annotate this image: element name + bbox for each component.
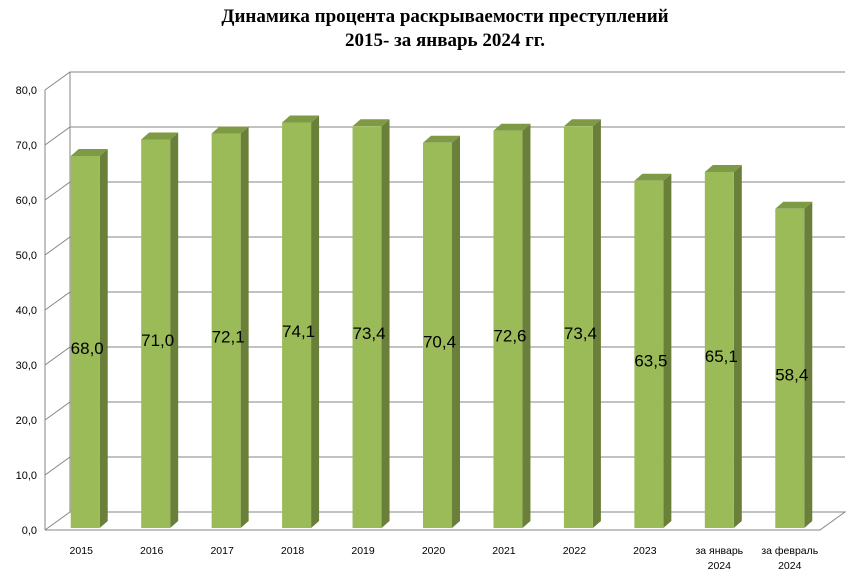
bar-front [634, 180, 664, 528]
data-label: 63,5 [634, 351, 667, 370]
bar [775, 201, 813, 529]
x-tick-label: 2023 [633, 545, 657, 557]
data-label: 72,6 [493, 326, 526, 345]
bar [563, 119, 601, 529]
bar [282, 115, 320, 528]
bar-front [141, 139, 171, 528]
bar-top [704, 164, 742, 172]
bar-front [70, 156, 100, 528]
bar-side [592, 119, 601, 529]
bar-front [352, 126, 382, 529]
bar-front [563, 126, 593, 529]
category-labels: 2015 2016 2017 2018 2019 2020 2021 2022 2023 за я… [70, 545, 819, 572]
bar-side [311, 115, 320, 528]
bar-side [522, 123, 531, 528]
bar-top [282, 115, 320, 123]
x-tick-label: 2016 [140, 545, 164, 557]
bar [493, 123, 531, 528]
chart-title-line-2: 2015- за январь 2024 гг. [345, 30, 545, 51]
data-labels: 68,0 71,0 72,1 74,1 73,4 70,4 72,6 73,4 63,5 65,1… [71, 322, 809, 384]
bar-front [423, 142, 452, 529]
chart-title-line-1: Динамика процента раскрываемости преступ… [221, 6, 668, 27]
bar-top [493, 123, 531, 131]
y-tick-label: 60,0 [16, 195, 37, 207]
x-tick-label: за февраль [761, 545, 818, 557]
y-tick-label: 30,0 [16, 360, 37, 372]
bar-front [282, 122, 312, 528]
bar-top [634, 173, 672, 181]
bar-top [563, 119, 601, 127]
bar-side [733, 164, 742, 528]
bar-top [141, 132, 179, 140]
axes [44, 72, 71, 530]
floor-edge [44, 511, 847, 531]
data-label: 70,4 [423, 332, 456, 351]
bar-side [452, 135, 460, 529]
data-label: 71,0 [141, 331, 174, 350]
x-tick-label: 2015 [70, 545, 94, 557]
data-label: 74,1 [282, 322, 315, 341]
bar-front [704, 171, 734, 528]
bar [634, 173, 672, 528]
data-label: 73,4 [352, 324, 385, 343]
y-tick-label: 80,0 [16, 85, 37, 97]
x-tick-label: 2018 [281, 545, 305, 557]
bar-top [211, 126, 249, 134]
bar-front [775, 208, 805, 529]
y-tick-label: 0,0 [22, 525, 37, 537]
bar-top [70, 149, 108, 156]
bar [352, 119, 390, 529]
data-label: 73,4 [564, 324, 597, 343]
gridline [44, 71, 845, 91]
bar-side [170, 132, 179, 528]
bar [141, 132, 179, 528]
y-tick-label: 70,0 [16, 140, 37, 152]
data-label: 58,4 [775, 365, 808, 384]
x-tick-label: 2021 [492, 545, 516, 557]
bar-front [493, 130, 523, 528]
bar-side [240, 126, 249, 528]
x-tick-label: 2019 [351, 545, 375, 557]
bar-top [775, 201, 813, 209]
data-label: 65,1 [705, 347, 738, 366]
bar-front [211, 133, 241, 528]
bar-side [804, 201, 813, 529]
bar [211, 126, 249, 528]
y-tick-label: 10,0 [16, 470, 37, 482]
y-tick-label: 40,0 [16, 305, 37, 317]
y-tick-label: 20,0 [16, 415, 37, 427]
bar-top [352, 119, 390, 127]
bar-side [381, 119, 390, 529]
x-tick-label: 2017 [210, 545, 234, 557]
y-tick-label: 50,0 [16, 250, 37, 262]
bar [70, 149, 108, 528]
bar [423, 135, 460, 529]
x-tick-label: 2024 [708, 560, 732, 572]
data-label: 68,0 [71, 339, 104, 358]
data-label: 72,1 [212, 328, 245, 347]
bar-top [423, 135, 460, 143]
bar [704, 164, 742, 528]
x-tick-label: 2020 [422, 545, 446, 557]
x-tick-label: 2022 [563, 545, 587, 557]
bar-side [663, 173, 672, 528]
x-tick-label: 2024 [778, 560, 802, 572]
bars [70, 115, 813, 529]
x-tick-label: за январь [695, 545, 743, 557]
bar-side [99, 149, 108, 528]
